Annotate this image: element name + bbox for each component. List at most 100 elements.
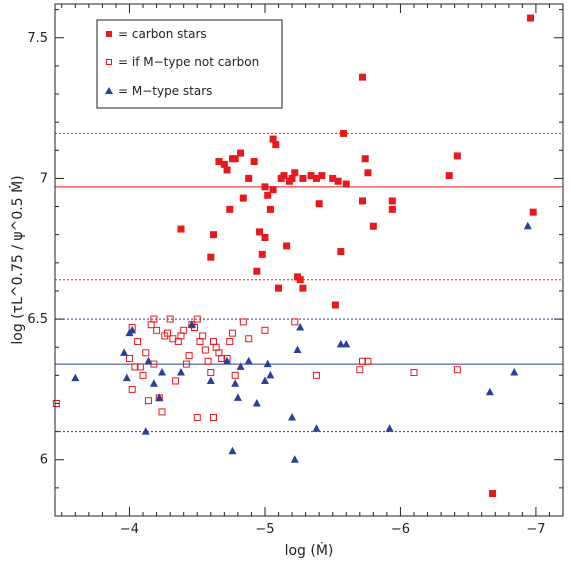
m-type-star-point	[485, 387, 494, 396]
m-type-not-carbon-point	[228, 329, 236, 337]
m-type-star-point	[122, 373, 131, 382]
x-tick-label: −4	[120, 522, 139, 537]
carbon-star-point	[283, 242, 291, 250]
carbon-star-point	[291, 169, 299, 177]
y-tick-label: 7	[40, 171, 48, 186]
axis-ticks: −4 −5 −6 −7 6 6.5 7 7.5	[27, 4, 564, 537]
y-tick-label: 7.5	[27, 31, 48, 46]
m-type-not-carbon-point	[196, 338, 204, 346]
carbon-star-point	[445, 172, 453, 180]
carbon-star-point	[364, 169, 372, 177]
m-type-star-point	[206, 376, 215, 384]
m-type-star-point	[252, 398, 261, 407]
m-type-star-point	[296, 323, 305, 331]
legend-label-carbon: = carbon stars	[118, 27, 207, 41]
m-type-not-carbon-point	[150, 315, 158, 323]
m-type-star-point	[149, 379, 158, 387]
carbon-star-point	[261, 183, 269, 191]
m-type-star-point	[510, 368, 519, 376]
m-type-star-point	[144, 356, 153, 365]
carbon-star-point	[299, 174, 307, 182]
legend-marker-carbon	[106, 31, 112, 37]
m-type-not-carbon-point	[144, 397, 152, 405]
m-type-not-carbon-point	[182, 360, 190, 368]
m-type-not-carbon-point	[172, 377, 180, 385]
m-type-star-point	[155, 393, 164, 401]
m-type-not-carbon-point	[364, 357, 372, 365]
carbon-star-point	[315, 200, 323, 208]
m-type-not-carbon-point	[142, 349, 150, 357]
y-axis-label: log (τL^0.75 / ψ^0.5 Ṁ)	[8, 175, 26, 344]
m-type-not-carbon-point	[207, 369, 215, 377]
carbon-star-point	[526, 14, 534, 22]
carbon-star-point	[296, 276, 304, 284]
carbon-star-point	[359, 197, 367, 205]
legend-label-m-type-not-carbon: = if M−type not carbon	[118, 55, 259, 69]
carbon-star-point	[220, 160, 228, 168]
x-tick-label: −7	[526, 522, 545, 537]
y-tick-label: 6	[40, 453, 48, 468]
carbon-star-point	[207, 253, 215, 261]
m-type-star-point	[385, 424, 394, 432]
m-type-star-point	[288, 413, 297, 421]
m-type-not-carbon-point	[410, 369, 418, 377]
legend-marker-m-type	[105, 87, 113, 94]
carbon-star-point	[269, 186, 277, 194]
m-type-not-carbon-point	[215, 349, 223, 357]
m-type-not-carbon-point	[166, 315, 174, 323]
carbon-star-point	[264, 191, 272, 199]
m-type-not-carbon-point	[126, 354, 134, 362]
carbon-star-point	[318, 172, 326, 180]
carbon-star-point	[223, 166, 231, 174]
m-type-not-carbon-point	[139, 371, 147, 379]
m-type-not-carbon-point	[163, 329, 171, 337]
carbon-star-point	[453, 152, 461, 160]
m-type-star-point	[158, 368, 167, 376]
m-type-star-point	[120, 348, 129, 356]
x-tick-label: −5	[255, 522, 274, 537]
carbon-star-point	[245, 174, 253, 182]
carbon-star-point	[258, 250, 266, 258]
m-type-not-carbon-point	[204, 357, 212, 365]
carbon-star-point	[272, 141, 280, 149]
carbon-star-point	[361, 155, 369, 163]
carbon-star-point	[388, 205, 396, 213]
m-type-star-point	[263, 359, 272, 368]
m-type-star-point	[336, 339, 345, 348]
m-type-star-point	[342, 339, 351, 348]
m-type-not-carbon-point	[128, 385, 136, 393]
m-type-not-carbon-point	[291, 318, 299, 326]
m-type-star-point	[290, 455, 299, 463]
m-type-star-point	[312, 424, 321, 432]
carbon-star-point	[275, 284, 283, 292]
m-type-star-point	[125, 328, 134, 337]
carbon-star-point	[215, 158, 223, 166]
carbon-star-point	[340, 129, 348, 137]
m-type-star-point	[71, 373, 80, 382]
m-type-not-carbon-point	[453, 366, 461, 374]
m-type-not-carbon-point	[209, 338, 217, 346]
carbon-star-point	[342, 180, 350, 188]
m-type-not-carbon-point	[180, 326, 188, 334]
m-type-not-carbon-point	[218, 354, 226, 362]
m-type-not-carbon-point	[147, 321, 155, 329]
carbon-star-point	[299, 284, 307, 292]
m-type-not-carbon-point	[226, 338, 234, 346]
m-type-not-carbon-point	[153, 326, 161, 334]
m-type-star-point	[141, 427, 150, 435]
carbon-star-point	[307, 172, 315, 180]
carbon-star-point	[226, 205, 234, 213]
carbon-star-point	[312, 174, 320, 182]
carbon-star-point	[334, 177, 342, 185]
m-type-not-carbon-point	[261, 326, 269, 334]
m-type-not-carbon-point	[131, 363, 139, 371]
carbon-star-point	[388, 197, 396, 205]
legend: = carbon stars = if M−type not carbon = …	[96, 19, 283, 109]
m-type-not-carbon-point	[177, 332, 185, 340]
m-type-star-point	[228, 446, 237, 455]
m-type-not-carbon-point	[136, 363, 144, 371]
m-type-not-carbon-point	[209, 414, 217, 422]
m-type-star-point	[176, 368, 185, 376]
legend-box	[96, 19, 283, 109]
